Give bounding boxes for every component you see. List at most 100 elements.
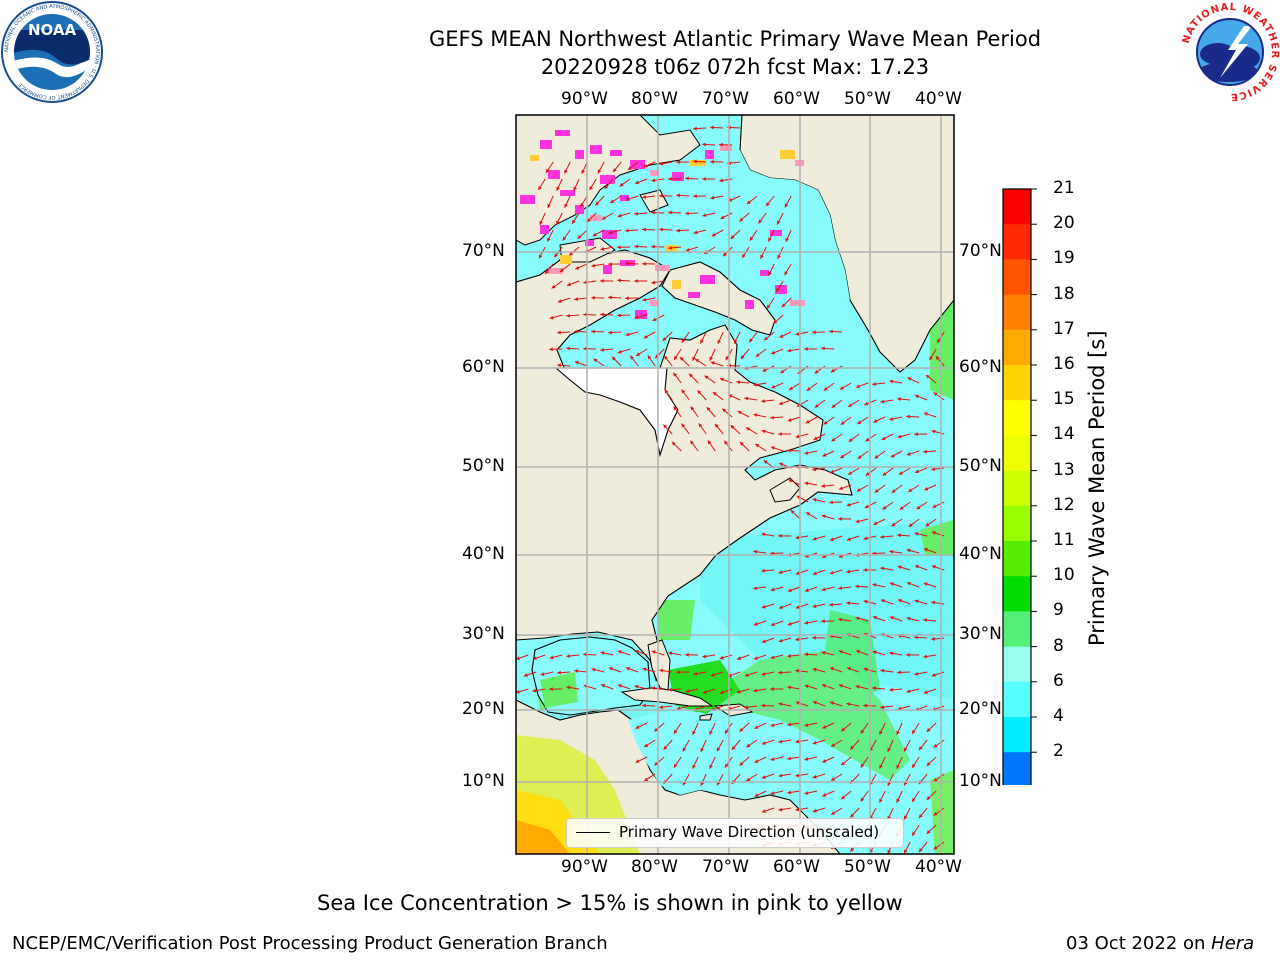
- wave-arrow-head: [881, 436, 886, 441]
- wave-arrow-head: [608, 295, 612, 300]
- wave-arrow-head: [804, 652, 808, 657]
- colorbar-segment: [1003, 435, 1031, 472]
- footer-right: 03 Oct 2022 on Hera: [1066, 933, 1254, 954]
- wave-arrow-head: [549, 655, 554, 660]
- wave-arrow-head: [697, 390, 702, 395]
- wave-arrow-head: [904, 815, 908, 820]
- noaa-logo-text: NOAA: [28, 21, 77, 39]
- wave-arrow-head: [768, 271, 772, 276]
- wave-arrow-head: [784, 203, 789, 208]
- noaa-logo: NOAA NATIONAL OCEANIC AND ATMOSPHERIC AD…: [1, 1, 103, 103]
- wave-arrow-head: [754, 793, 759, 797]
- lon-label-top: 60°W: [773, 89, 820, 109]
- wave-arrow-head: [651, 686, 655, 691]
- wave-arrow-head: [896, 730, 900, 735]
- wave-arrow-head: [778, 638, 783, 643]
- wave-arrow-head: [914, 671, 919, 676]
- wave-arrow-head: [761, 741, 766, 745]
- wave-arrow-head: [642, 227, 646, 232]
- wave-arrow-head: [812, 536, 817, 541]
- wave-arrow-head: [804, 451, 809, 455]
- wave-arrow-head: [753, 622, 758, 626]
- sea-ice-cell: [540, 140, 552, 149]
- wave-arrow-head: [890, 453, 895, 458]
- wave-arrow-head: [583, 346, 587, 351]
- wave-arrow-head: [931, 600, 936, 605]
- wave-arrow-head: [692, 730, 696, 735]
- wave-arrow-head: [907, 581, 911, 586]
- colorbar-segment: [1003, 541, 1031, 577]
- wave-arrow-head: [880, 534, 884, 539]
- colorbar-segment: [1003, 611, 1031, 648]
- wave-arrow-head: [855, 384, 860, 388]
- wave-arrow-head: [887, 747, 892, 752]
- wave-arrow-head: [889, 687, 893, 692]
- wave-arrow-head: [855, 616, 860, 621]
- wave-arrow-head: [761, 703, 765, 708]
- wave-arrow-head: [880, 705, 885, 710]
- colorbar-segment: [1003, 505, 1031, 542]
- wave-arrow-head: [863, 703, 867, 708]
- wave-arrow-head: [933, 743, 938, 748]
- wave-arrow-head: [710, 672, 715, 677]
- wave-arrow-head: [926, 374, 930, 379]
- wave-arrow-head: [778, 773, 783, 778]
- wave-arrow-head: [690, 406, 695, 411]
- wave-arrow-head: [753, 549, 758, 554]
- wave-arrow-head: [651, 650, 656, 655]
- wave-arrow-head: [516, 689, 520, 694]
- wave-arrow-head: [804, 723, 809, 727]
- wave-arrow-head: [907, 377, 912, 381]
- wave-arrow-head: [822, 683, 826, 688]
- colorbar-tick-label: 4: [1053, 706, 1064, 726]
- wave-arrow-head: [829, 667, 834, 671]
- wave-arrow-head: [874, 488, 879, 493]
- wave-arrow-head: [700, 747, 705, 752]
- wave-arrow-head: [904, 747, 908, 752]
- wave-arrow-head: [720, 690, 724, 695]
- wave-arrow-head: [795, 605, 800, 609]
- wave-arrow-head: [906, 653, 910, 657]
- wave-arrow-head: [821, 484, 825, 488]
- wave-arrow-head: [557, 330, 561, 335]
- colorbar-segment: [1003, 189, 1031, 225]
- map-graticule: [516, 115, 954, 854]
- wave-arrow-head: [591, 263, 596, 268]
- colorbar-tick-label: 9: [1053, 600, 1064, 621]
- wave-arrow-head: [724, 440, 728, 445]
- colorbar-segment: [1003, 717, 1031, 753]
- wave-arrow-head: [933, 777, 938, 782]
- wave-arrow-head: [787, 654, 791, 658]
- legend-label: Primary Wave Direction (unscaled): [619, 823, 880, 841]
- legend-line-swatch: [576, 832, 610, 833]
- wave-arrow-head: [573, 186, 577, 191]
- wave-arrow-head: [567, 282, 572, 287]
- wave-arrow-head: [546, 168, 550, 173]
- wave-arrow-head: [906, 616, 911, 621]
- wave-arrow-head: [700, 781, 705, 786]
- wave-arrow-head: [889, 549, 894, 554]
- wave-arrow-head: [838, 516, 842, 521]
- wave-arrow-head: [664, 389, 669, 394]
- wave-arrow-head: [608, 667, 613, 671]
- wave-arrow-head: [931, 467, 936, 472]
- wave-arrow-head: [647, 355, 652, 360]
- wave-arrow-head: [863, 599, 868, 604]
- wave-arrow-head: [915, 394, 920, 399]
- wave-arrow-head: [804, 620, 809, 625]
- sea-ice-cell: [520, 195, 535, 204]
- wave-arrow-head: [889, 616, 894, 620]
- wave-arrow-head: [627, 166, 632, 170]
- wave-arrow-head: [789, 386, 794, 390]
- wave-arrow-head: [879, 730, 883, 735]
- wave-arrow-head: [744, 705, 749, 710]
- wave-arrow-head: [860, 797, 865, 802]
- wave-arrow-head: [880, 599, 885, 603]
- wave-arrow-head: [795, 701, 800, 705]
- wave-arrow-head: [873, 419, 878, 423]
- sea-ice-cell: [700, 275, 715, 284]
- wave-arrow-head: [931, 531, 936, 535]
- wave-arrow-head: [685, 176, 689, 181]
- wave-arrow-head: [540, 672, 545, 676]
- wave-arrow-head: [906, 689, 911, 694]
